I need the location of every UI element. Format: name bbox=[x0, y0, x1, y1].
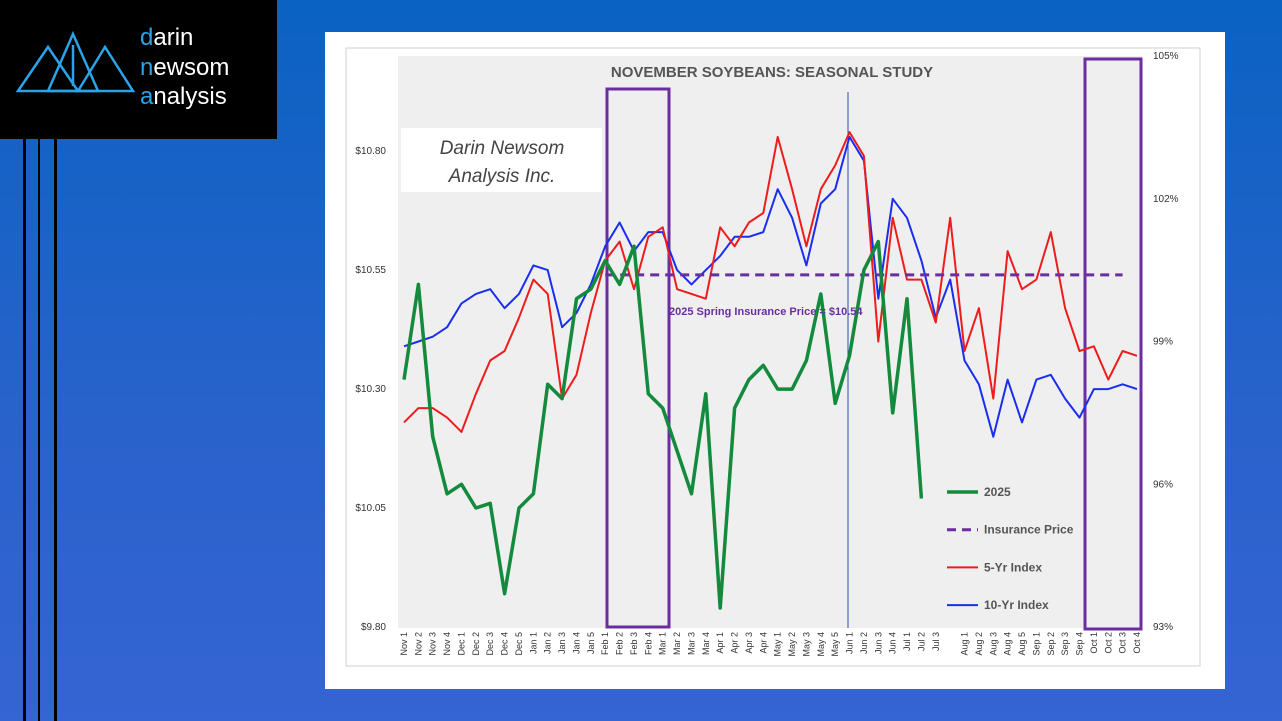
x-tick-label: May 3 bbox=[801, 632, 811, 657]
x-tick-label: Nov 4 bbox=[442, 632, 452, 656]
legend-label: Insurance Price bbox=[984, 523, 1074, 537]
x-tick-label: Nov 2 bbox=[413, 632, 423, 656]
x-tick-label: Feb 2 bbox=[615, 632, 625, 655]
watermark: Analysis Inc. bbox=[448, 166, 556, 187]
x-tick-label: Oct 3 bbox=[1118, 632, 1128, 654]
x-tick-label: Mar 3 bbox=[686, 632, 696, 655]
x-tick-label: May 1 bbox=[773, 632, 783, 657]
chart-title: NOVEMBER SOYBEANS: SEASONAL STUDY bbox=[611, 64, 933, 81]
y2-tick-label: 99% bbox=[1153, 337, 1173, 348]
y2-tick-label: 102% bbox=[1153, 194, 1179, 205]
y-tick-label: $9.80 bbox=[361, 622, 386, 633]
annotation: 2025 Spring Insurance Price = $10.54 bbox=[669, 306, 863, 318]
y2-tick-label: 96% bbox=[1153, 479, 1173, 490]
x-tick-label: Mar 1 bbox=[658, 632, 668, 655]
x-tick-label: Aug 5 bbox=[1017, 632, 1027, 656]
x-tick-label: Dec 4 bbox=[500, 632, 510, 656]
logo-text: analysis bbox=[140, 83, 227, 110]
x-tick-label: Jan 5 bbox=[586, 632, 596, 654]
x-tick-label: Apr 3 bbox=[744, 632, 754, 654]
y-tick-label: $10.80 bbox=[355, 146, 386, 157]
x-tick-label: Jun 1 bbox=[845, 632, 855, 654]
x-tick-label: Feb 3 bbox=[629, 632, 639, 655]
x-tick-label: Dec 2 bbox=[471, 632, 481, 656]
x-tick-label: Aug 4 bbox=[1003, 632, 1013, 656]
x-tick-label: May 4 bbox=[816, 632, 826, 657]
x-tick-label: Dec 3 bbox=[485, 632, 495, 656]
x-tick-label: Oct 2 bbox=[1103, 632, 1113, 654]
logo-text: darin bbox=[140, 24, 194, 51]
x-tick-label: Jul 2 bbox=[916, 632, 926, 651]
y-tick-label: $10.05 bbox=[355, 503, 386, 514]
x-tick-label: Jan 3 bbox=[557, 632, 567, 654]
stripe bbox=[23, 139, 26, 721]
x-tick-label: Nov 3 bbox=[428, 632, 438, 656]
x-tick-label: Jun 2 bbox=[859, 632, 869, 654]
legend-label: 2025 bbox=[984, 485, 1011, 499]
x-tick-label: May 2 bbox=[787, 632, 797, 657]
watermark: Darin Newsom bbox=[440, 138, 565, 159]
logo: darin newsom analysis bbox=[0, 0, 277, 139]
highlight-box bbox=[1083, 57, 1143, 631]
y2-tick-label: 105% bbox=[1153, 51, 1179, 62]
x-tick-label: Jul 3 bbox=[931, 632, 941, 651]
x-tick-label: Jul 1 bbox=[902, 632, 912, 651]
x-tick-label: Apr 1 bbox=[715, 632, 725, 654]
x-tick-label: Jun 4 bbox=[888, 632, 898, 654]
x-tick-label: Sep 2 bbox=[1046, 632, 1056, 656]
x-tick-label: Mar 4 bbox=[701, 632, 711, 655]
x-tick-label: Feb 4 bbox=[643, 632, 653, 655]
x-tick-label: Jan 1 bbox=[528, 632, 538, 654]
series-line bbox=[403, 135, 1138, 438]
x-tick-label: Aug 2 bbox=[974, 632, 984, 656]
x-tick-label: Aug 1 bbox=[960, 632, 970, 656]
legend-label: 5-Yr Index bbox=[984, 560, 1042, 574]
y2-tick-label: 93% bbox=[1153, 622, 1173, 633]
x-tick-label: Dec 1 bbox=[456, 632, 466, 656]
series-line bbox=[403, 131, 1138, 433]
x-tick-label: Feb 1 bbox=[600, 632, 610, 655]
stripe bbox=[38, 139, 40, 721]
x-tick-label: Apr 2 bbox=[730, 632, 740, 654]
x-tick-label: Oct 4 bbox=[1132, 632, 1142, 654]
logo-text: newsom bbox=[140, 54, 230, 81]
x-tick-label: Apr 4 bbox=[758, 632, 768, 654]
y-tick-label: $10.55 bbox=[355, 265, 386, 276]
x-tick-label: Sep 3 bbox=[1060, 632, 1070, 656]
watermark-box bbox=[401, 128, 602, 192]
x-tick-label: Oct 1 bbox=[1089, 632, 1099, 654]
x-tick-label: Sep 4 bbox=[1075, 632, 1085, 656]
x-tick-label: Sep 1 bbox=[1031, 632, 1041, 656]
x-tick-label: Aug 3 bbox=[988, 632, 998, 656]
x-tick-label: Mar 2 bbox=[672, 632, 682, 655]
x-tick-label: May 5 bbox=[830, 632, 840, 657]
highlight-box bbox=[605, 87, 671, 629]
chart-border bbox=[345, 47, 1201, 667]
logo-icon bbox=[15, 30, 136, 93]
x-tick-label: Jun 3 bbox=[873, 632, 883, 654]
series-line bbox=[402, 239, 924, 610]
stripe bbox=[54, 139, 57, 721]
legend-label: 10-Yr Index bbox=[984, 598, 1049, 612]
x-tick-label: Jan 2 bbox=[543, 632, 553, 654]
x-tick-label: Dec 5 bbox=[514, 632, 524, 656]
x-tick-label: Nov 1 bbox=[399, 632, 409, 656]
x-tick-label: Jan 4 bbox=[571, 632, 581, 654]
y-tick-label: $10.30 bbox=[355, 384, 386, 395]
